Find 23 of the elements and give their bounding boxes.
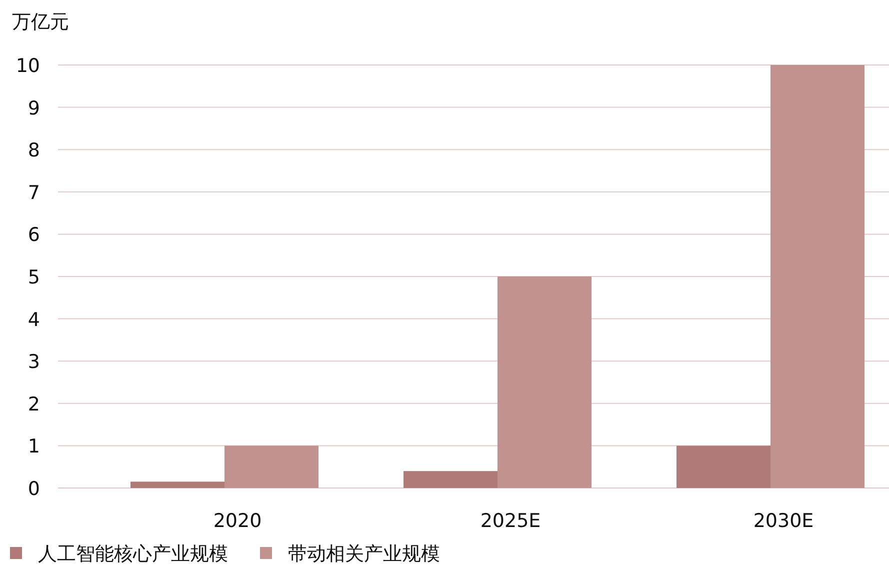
legend-label: 带动相关产业规模 <box>288 543 440 565</box>
bar <box>130 482 224 488</box>
y-tick-label: 0 <box>28 478 40 500</box>
bar <box>498 276 592 488</box>
y-tick-label: 5 <box>28 266 40 288</box>
y-tick-label: 4 <box>28 308 40 331</box>
x-tick-label: 2025E <box>480 510 541 532</box>
y-tick-label: 7 <box>28 182 40 204</box>
y-tick-label: 8 <box>28 140 40 162</box>
y-tick-label: 9 <box>28 97 40 120</box>
y-tick-label: 3 <box>28 351 40 374</box>
y-axis-title: 万亿元 <box>12 11 69 33</box>
bar <box>770 65 864 488</box>
bar <box>404 471 498 488</box>
y-tick-label: 10 <box>16 55 40 77</box>
y-tick-label: 1 <box>28 436 40 458</box>
bar <box>224 446 318 488</box>
x-tick-label: 2020 <box>213 510 262 532</box>
bar <box>676 446 770 488</box>
legend-label: 人工智能核心产业规模 <box>38 543 228 565</box>
x-tick-label: 2030E <box>753 510 814 532</box>
y-tick-label: 6 <box>28 224 40 246</box>
y-tick-label: 2 <box>28 393 40 416</box>
